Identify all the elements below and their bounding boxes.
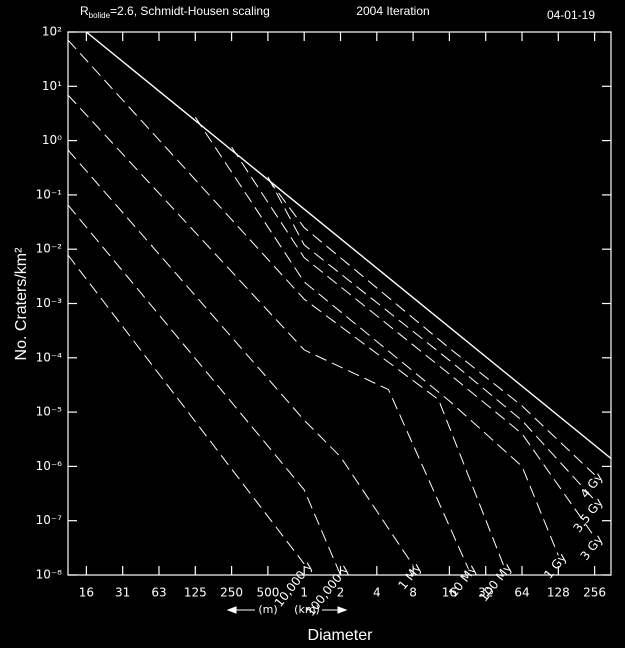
- y-tick-label: 10¹: [42, 79, 62, 93]
- x-tick-label: 32: [478, 586, 493, 600]
- saturation-line: [85, 32, 611, 460]
- isochron: [68, 94, 469, 570]
- isochron: [68, 204, 341, 575]
- y-tick-label: 10⁻⁸: [36, 568, 63, 582]
- x-tick-label: 250: [220, 586, 243, 600]
- isochron-label: 10 My: [446, 562, 480, 599]
- x-unit-label: (m): [258, 603, 277, 616]
- chart-subtitle: 2004 Iteration: [356, 4, 429, 18]
- x-tick-label: 16: [79, 586, 94, 600]
- x-tick-label: 2: [337, 586, 345, 600]
- x-tick-label: 31: [115, 586, 130, 600]
- x-tick-label: 125: [184, 586, 207, 600]
- isochron: [267, 178, 595, 476]
- x-tick-label: 16: [442, 586, 457, 600]
- isochron: [194, 116, 559, 556]
- y-tick-label: 10⁰: [42, 133, 62, 147]
- x-tick-label: 1: [300, 586, 308, 600]
- unit-arrows: [226, 606, 348, 614]
- y-tick-label: 10⁻²: [36, 242, 63, 256]
- isochron-label: 100 My: [476, 561, 514, 604]
- isochron: [267, 176, 595, 501]
- x-tick-label: 256: [583, 586, 606, 600]
- chart-date: 04-01-19: [547, 8, 595, 22]
- x-tick-label: 128: [547, 586, 570, 600]
- x-tick-label: 64: [514, 586, 529, 600]
- x-tick-label: 8: [409, 586, 417, 600]
- y-tick-label: 10⁻⁷: [36, 513, 63, 527]
- title-subscript: bolide: [89, 11, 111, 20]
- title-main: R: [80, 4, 89, 18]
- x-tick-label: 4: [373, 586, 381, 600]
- isochron-label: 1 My: [395, 561, 424, 592]
- y-axis-label: No. Craters/km²: [13, 247, 30, 361]
- isochron-label: 1 Gy: [541, 551, 569, 582]
- x-unit-label: (km): [294, 603, 320, 616]
- title-rest: =2.6, Schmidt-Housen scaling: [110, 4, 270, 18]
- y-tick-label: 10⁻⁵: [36, 405, 63, 419]
- y-tick-label: 10⁻⁶: [36, 459, 63, 473]
- y-tick-label: 10⁻³: [36, 296, 63, 310]
- isochron-label: 4 Gy: [578, 470, 606, 501]
- isochron-label: 3.5 Gy: [571, 495, 606, 535]
- isochron: [68, 149, 414, 566]
- x-tick-label: 500: [256, 586, 279, 600]
- chart-title: Rbolide=2.6, Schmidt-Housen scaling: [80, 4, 270, 20]
- isochron-label: 3 Gy: [578, 532, 606, 563]
- y-tick-label: 10⁻⁴: [36, 350, 63, 364]
- y-tick-label: 10²: [42, 25, 62, 39]
- isochron: [231, 146, 596, 538]
- x-tick-label: 63: [151, 586, 166, 600]
- y-tick-label: 10⁻¹: [36, 187, 63, 201]
- plot-area: [68, 32, 611, 575]
- isochron: [68, 254, 305, 565]
- isochron: [68, 39, 505, 566]
- x-axis-label: Diameter: [308, 627, 374, 644]
